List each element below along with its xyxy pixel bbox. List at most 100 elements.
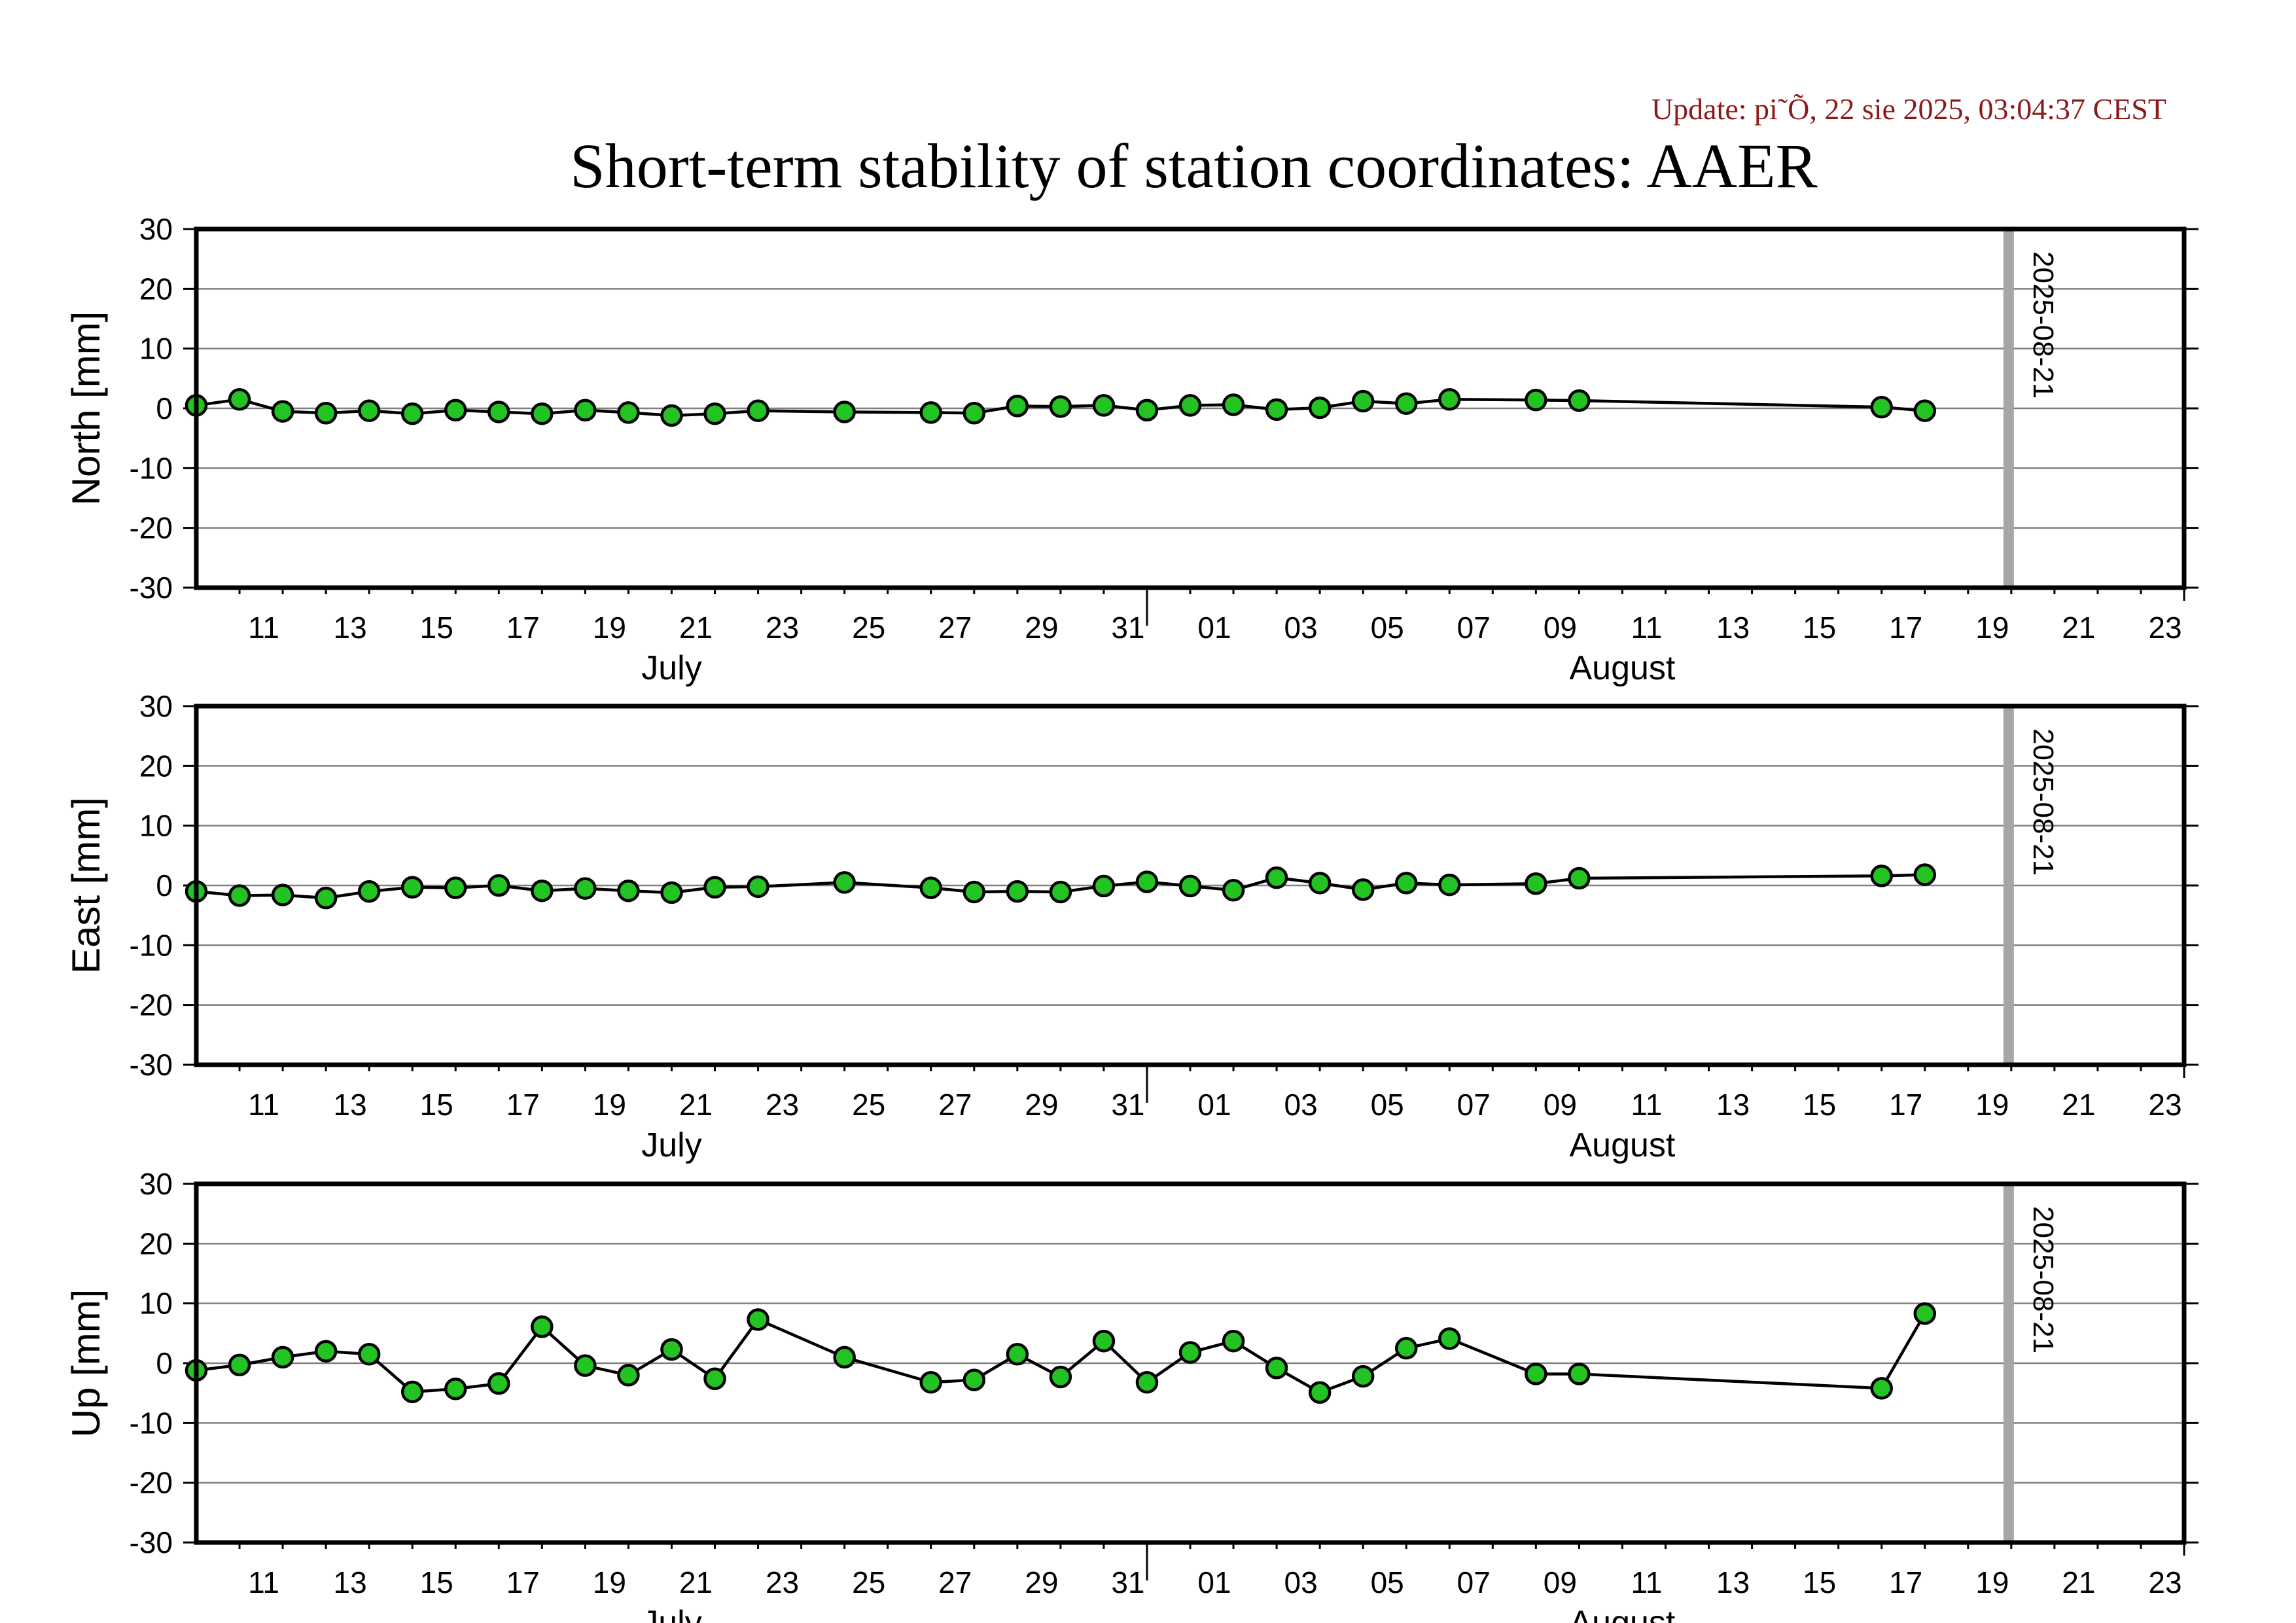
data-point [487,874,510,897]
y-tick-label: -10 [130,1406,173,1440]
y-tick-label: 30 [139,689,173,723]
y-tick-label: 20 [139,749,173,783]
y-tick-label: -10 [130,451,173,485]
x-tick-label: 15 [420,1565,453,1599]
x-tick-label: 25 [852,1088,885,1122]
x-tick-label: 19 [593,611,626,645]
data-point [1308,872,1332,895]
y-tick-label: 30 [139,212,173,246]
data-point [1135,399,1159,421]
data-point [1006,880,1029,903]
data-point [1913,1302,1936,1325]
data-point [1351,878,1375,901]
month-label: July [641,1126,701,1164]
data-point [444,1378,467,1400]
data-point [1222,879,1245,902]
data-point [1049,1365,1072,1389]
data-point [1006,395,1029,418]
x-tick-label: 01 [1197,1565,1231,1599]
x-tick-label: 15 [1803,1088,1836,1122]
x-tick-label: 13 [334,1565,367,1599]
data-point [1525,1363,1547,1385]
y-tick-label: -20 [130,988,173,1022]
x-tick-label: 03 [1284,1088,1318,1122]
data-point [487,1372,510,1395]
x-tick-label: 17 [506,1088,540,1122]
x-tick-label: 11 [1631,1088,1663,1122]
x-tick-label: 27 [938,1565,972,1599]
data-point [314,402,338,425]
data-point [1092,1329,1116,1353]
x-tick-label: 17 [506,1565,540,1599]
data-point [963,1368,986,1391]
x-tick-label: 17 [1889,1565,1922,1599]
data-point [1135,1370,1159,1394]
x-tick-label: 25 [852,611,885,645]
data-point [314,1340,338,1363]
month-label: August [1569,1604,1675,1623]
data-point [531,879,554,902]
data-point [919,876,942,899]
x-tick-label: 21 [679,1088,713,1122]
y-axis-label: Up [mm] [64,1289,108,1438]
update-timestamp: Update: pi˜Õ, 22 sie 2025, 03:04:37 CEST [1651,92,2166,126]
data-point [1394,872,1418,895]
x-tick-label: 09 [1544,611,1577,645]
x-tick-label: 29 [1025,1088,1058,1122]
data-point [1178,874,1202,898]
x-tick-label: 13 [1716,1088,1750,1122]
date-marker-label: 2025-08-21 [2027,251,2059,399]
data-point [1438,873,1461,897]
data-point [400,402,424,425]
data-point [228,388,251,411]
data-point [314,886,338,910]
data-point [1394,392,1418,415]
data-point [1438,388,1461,411]
data-point [400,1380,424,1404]
x-tick-label: 23 [766,1088,799,1122]
y-tick-label: -30 [130,1525,173,1560]
x-tick-label: 25 [852,1565,885,1599]
data-point [357,399,381,422]
x-tick-label: 29 [1025,1565,1058,1599]
data-point [1092,874,1116,898]
data-point [531,1315,554,1338]
data-point [1394,1336,1418,1360]
y-tick-label: -30 [130,571,173,605]
data-point [833,871,856,894]
x-tick-label: 21 [2062,611,2095,645]
x-tick-label: 23 [2148,611,2181,645]
data-point [747,399,769,422]
data-point [1265,1357,1288,1380]
data-point [1870,1377,1893,1400]
data-point [660,1338,683,1361]
month-label: August [1569,649,1675,687]
y-tick-label: 10 [139,809,173,843]
data-point [1308,396,1332,419]
data-point [574,1354,597,1377]
x-tick-label: 01 [1197,611,1231,645]
data-point [1178,1341,1202,1364]
data-point [1568,866,1591,890]
x-tick-label: 03 [1284,1565,1318,1599]
y-tick-label: -20 [130,511,173,545]
data-point [271,883,294,906]
x-tick-label: 19 [593,1088,626,1122]
x-tick-label: 27 [938,611,972,645]
data-point [574,877,597,900]
month-label: August [1569,1126,1675,1164]
x-tick-label: 15 [420,611,453,645]
x-tick-label: 19 [1975,1088,2009,1122]
x-tick-label: 13 [334,611,367,645]
y-tick-label: 20 [139,272,173,306]
x-tick-label: 21 [2062,1565,2095,1599]
data-point [1049,395,1072,418]
data-point [747,1308,769,1331]
plot-frame [194,226,2187,590]
y-tick-label: 20 [139,1226,173,1260]
x-tick-label: 11 [248,1565,279,1599]
x-tick-label: 21 [679,1565,713,1599]
x-tick-label: 31 [1111,611,1144,645]
data-point [919,401,942,424]
